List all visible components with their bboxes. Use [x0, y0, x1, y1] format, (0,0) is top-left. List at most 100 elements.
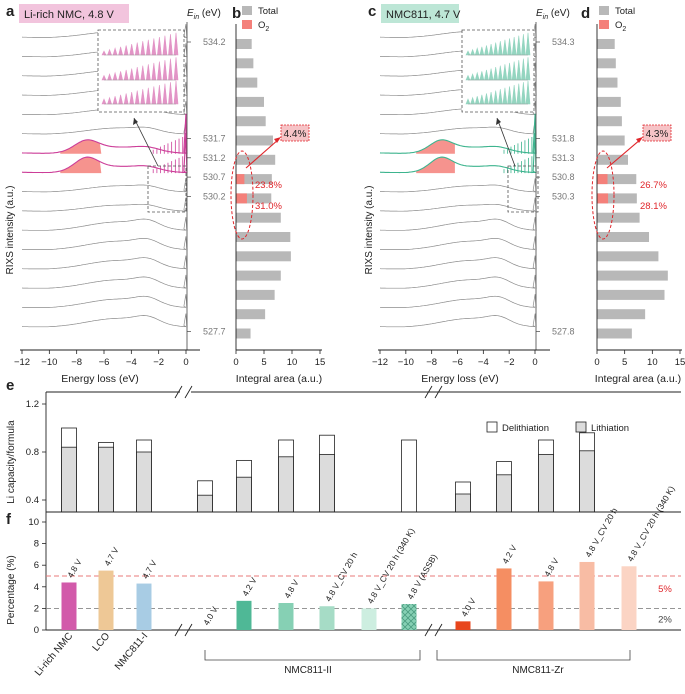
- annot-23p8-b: 23.8%: [255, 180, 282, 191]
- d-xtick-label-1: 5: [622, 357, 627, 368]
- c-ein-tick-0: 534.3: [552, 37, 575, 47]
- b-bar-total-4: [236, 96, 264, 107]
- panel-c: c NMC811, 4.7 V Ein (eV) RIXS intensity …: [364, 3, 575, 385]
- b-bar-total-6: [236, 135, 273, 146]
- e-bar-lith-2-1: [496, 474, 512, 513]
- zoom-box-a: [147, 165, 187, 213]
- f-bar-1-2: [278, 603, 294, 630]
- inset-a-peaks: [101, 32, 179, 105]
- f-ytick-label-0: 0: [34, 625, 39, 636]
- ylabel-f: Percentage (%): [6, 555, 17, 624]
- f-bar-label-0-1: 4.7 V: [102, 545, 121, 567]
- c-spectrum-7: [379, 113, 537, 154]
- c-spectrum-14: [379, 274, 537, 289]
- b-bar-total-3: [236, 77, 258, 88]
- a-ein-tick-3: 530.7: [203, 172, 226, 182]
- c-xtick-label-1: −10: [398, 357, 414, 368]
- panel-a-title-bg: [19, 4, 129, 23]
- panel-f-letter: f: [6, 511, 12, 528]
- b-bar-total-5: [236, 116, 266, 127]
- legend-lith-swatch: [575, 421, 587, 433]
- e-ytick-label-1: 0.8: [26, 447, 39, 458]
- a-xtick-label-6: 0: [183, 357, 188, 368]
- d-bar-total-2: [597, 58, 616, 69]
- f-ref-label-0: 5%: [658, 584, 672, 595]
- legend-lith: Lithiation: [591, 423, 629, 434]
- d-xtick-label-0: 0: [594, 357, 599, 368]
- axis-break-e-1: [174, 385, 193, 399]
- a-spectrum-12: [21, 236, 188, 251]
- d-bar-total-4: [597, 96, 621, 107]
- f-bar-2-0: [455, 621, 471, 630]
- b-bar-total-9: [236, 193, 272, 204]
- legend-o2-d: O2: [615, 20, 626, 33]
- inset-c-peaks: [465, 32, 531, 105]
- d-bar-total-10: [597, 212, 640, 223]
- panel-c-letter: c: [368, 3, 376, 20]
- c-o2-fill-8: [416, 157, 455, 174]
- xlabel-d: Integral area (a.u.): [595, 373, 681, 385]
- e-bar-lith-2-2: [538, 453, 554, 513]
- f-bar-1-1: [236, 600, 252, 630]
- annot-4p4-b: 4.4%: [284, 129, 307, 140]
- e-bar-lith-2-3: [579, 450, 595, 513]
- f-ref-label-1: 2%: [658, 614, 672, 625]
- f-bar-1-4: [361, 608, 377, 630]
- d-bar-total-16: [597, 328, 632, 339]
- b-bar-total-2: [236, 58, 254, 69]
- f-bar-1-3: [319, 606, 335, 630]
- legend-total-d: Total: [615, 6, 635, 17]
- d-bar-total-7: [597, 154, 628, 165]
- f-bar-label-2-4: 4.8 V_CV 20 h (340 K): [625, 484, 677, 563]
- panel-f: f Percentage (%) 0 2 4 6 8 10 5% 2% 4.8 V 4.7 V…: [6, 484, 681, 678]
- c-xtick-label-2: −8: [426, 357, 437, 368]
- d-bar-total-3: [597, 77, 618, 88]
- legend-o2-b: O2: [258, 20, 269, 33]
- annot-28p1-d: 28.1%: [640, 201, 667, 212]
- b-bar-total-10: [236, 212, 281, 223]
- b-bar-total-13: [236, 270, 281, 281]
- legend-o2-swatch-d: [599, 20, 609, 29]
- b-xtick-label-3: 15: [315, 357, 326, 368]
- f-bar-0-1: [98, 570, 114, 630]
- a-xtick-label-1: −10: [41, 357, 57, 368]
- c-xtick-label-0: −12: [372, 357, 388, 368]
- f-bar-2-2: [538, 581, 554, 630]
- e-bar-lith-1-1: [236, 476, 252, 513]
- panel-c-title: NMC811, 4.7 V: [386, 9, 461, 21]
- b-bar-total-8: [236, 174, 272, 185]
- annot-31p0-b: 31.0%: [255, 201, 282, 212]
- xticks-b: 0 5 10 15: [233, 350, 325, 368]
- b-bar-o2-8: [236, 174, 245, 185]
- d-bar-total-6: [597, 135, 625, 146]
- d-bar-total-14: [597, 289, 665, 300]
- c-xtick-label-4: −4: [478, 357, 489, 368]
- a-ein-tick-0: 534.2: [203, 37, 226, 47]
- f-bar-0-0: [61, 582, 77, 630]
- panel-e-letter: e: [6, 377, 14, 394]
- bracket-nmc811-ii: [204, 650, 421, 661]
- a-spectrum-15: [21, 294, 188, 309]
- ellipse-b: [230, 150, 254, 240]
- d-bar-o2-9: [597, 193, 609, 204]
- xticks-d: 0 5 10 15: [594, 350, 685, 368]
- a-spectrum-6: [21, 120, 188, 135]
- d-bar-total-11: [597, 232, 650, 242]
- a-ein-tick-1: 531.7: [203, 134, 226, 144]
- a-spectrum-16: [21, 313, 188, 328]
- ylabel-e: Li capacity/formula: [6, 420, 17, 504]
- panel-a-title: Li-rich NMC, 4.8 V: [24, 9, 115, 21]
- ellipse-d: [591, 150, 615, 240]
- a-spectrum-8: [21, 133, 188, 174]
- annot-26p7-d: 26.7%: [640, 180, 667, 191]
- e-bar-lith-0-2: [136, 451, 152, 513]
- zoom-arrow-a: [133, 117, 159, 167]
- d-bar-total-5: [597, 116, 622, 127]
- d-xtick-label-3: 15: [675, 357, 685, 368]
- a-spectrum-9: [21, 178, 188, 193]
- c-spectrum-12: [379, 236, 537, 251]
- yticks-e: 1.2 0.8 0.4: [26, 399, 46, 506]
- a-spectrum-11: [21, 216, 188, 232]
- c-xtick-label-6: 0: [532, 357, 537, 368]
